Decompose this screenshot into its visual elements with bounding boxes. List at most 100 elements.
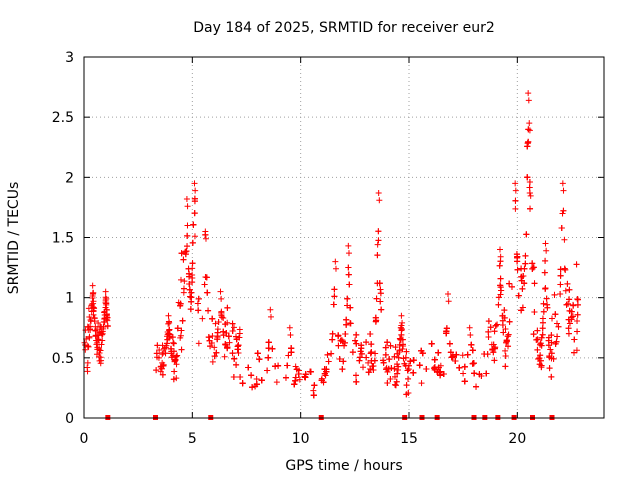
data-point: [550, 355, 557, 362]
data-point: [526, 120, 533, 127]
data-point: [236, 330, 243, 337]
data-point: [526, 127, 533, 134]
data-point: [490, 341, 497, 348]
data-point: [447, 349, 454, 356]
data-point: [154, 342, 161, 349]
data-point: [506, 280, 513, 287]
data-point: [405, 389, 412, 396]
data-point: [95, 332, 102, 339]
data-point: [492, 322, 499, 329]
data-point: [534, 346, 541, 353]
data-point: [382, 344, 389, 351]
data-point: [529, 260, 536, 267]
data-point: [384, 339, 391, 346]
data-point: [490, 349, 497, 356]
data-point: [525, 126, 532, 133]
data-point: [85, 305, 92, 312]
data-point: [539, 319, 546, 326]
data-point: [191, 180, 198, 187]
data-point: [336, 356, 343, 363]
data-point: [534, 327, 541, 334]
data-point: [166, 319, 173, 326]
data-point: [512, 180, 519, 187]
data-point: [365, 359, 372, 366]
data-point: [99, 337, 106, 344]
data-point: [485, 334, 492, 341]
data-point: [233, 333, 240, 340]
data-point: [404, 367, 411, 374]
data-point: [329, 330, 336, 337]
data-point: [410, 357, 417, 364]
data-point: [445, 291, 451, 298]
data-point: [542, 257, 549, 264]
data-point: [322, 372, 329, 379]
data-point: [559, 210, 566, 217]
data-point: [325, 358, 332, 365]
data-point: [491, 357, 498, 364]
data-point: [566, 286, 573, 293]
data-point: [88, 301, 95, 308]
data-point: [195, 295, 202, 302]
data-point: [272, 363, 279, 370]
x-tick-label: 10: [292, 431, 310, 447]
data-point: [410, 369, 417, 376]
data-point: [84, 323, 91, 330]
data-point: [521, 280, 528, 287]
data-point: [220, 328, 227, 335]
data-point: [186, 273, 193, 280]
data-point: [464, 351, 471, 358]
data-point: [98, 341, 105, 348]
data-point: [459, 352, 466, 359]
data-point: [568, 314, 575, 321]
data-point: [84, 342, 91, 349]
data-point: [82, 346, 89, 353]
data-point: [282, 374, 289, 381]
data-point: [287, 331, 294, 338]
data-point: [292, 374, 299, 381]
y-axis-label: SRMTID / TECUs: [6, 182, 22, 295]
data-point: [574, 318, 581, 325]
data-point: [339, 366, 346, 373]
data-point: [284, 362, 291, 369]
data-point: [358, 350, 365, 357]
data-point: [191, 195, 198, 202]
data-point: [546, 365, 553, 372]
data-point: [497, 291, 504, 298]
data-point: [398, 326, 405, 333]
data-point: [358, 345, 365, 352]
data-point: [546, 354, 553, 361]
data-point: [335, 332, 342, 339]
y-tick-label: 0: [65, 411, 74, 427]
data-point: [460, 370, 467, 377]
data-point: [530, 264, 537, 271]
data-point: [153, 350, 160, 357]
data-point: [195, 307, 202, 314]
data-point: [536, 355, 543, 362]
data-point: [222, 341, 229, 348]
data-point: [531, 308, 538, 315]
data-point: [171, 358, 178, 365]
data-point: [235, 342, 242, 349]
data-point: [376, 197, 383, 204]
data-point: [292, 377, 299, 384]
data-point: [452, 357, 459, 364]
data-point: [551, 291, 558, 298]
data-point: [565, 325, 572, 332]
data-point: [574, 311, 581, 318]
data-point: [184, 222, 191, 229]
data-point: [497, 246, 503, 253]
data-point: [484, 351, 491, 358]
data-point: [526, 179, 533, 186]
data-point: [190, 221, 197, 228]
data-point: [249, 384, 256, 391]
data-point: [467, 331, 474, 338]
data-point: [170, 340, 177, 347]
data-point: [443, 325, 450, 332]
data-point: [332, 258, 339, 265]
data-point: [393, 378, 400, 385]
data-point: [335, 342, 342, 349]
data-point: [343, 316, 350, 323]
data-point: [504, 333, 511, 340]
data-point: [557, 272, 564, 279]
